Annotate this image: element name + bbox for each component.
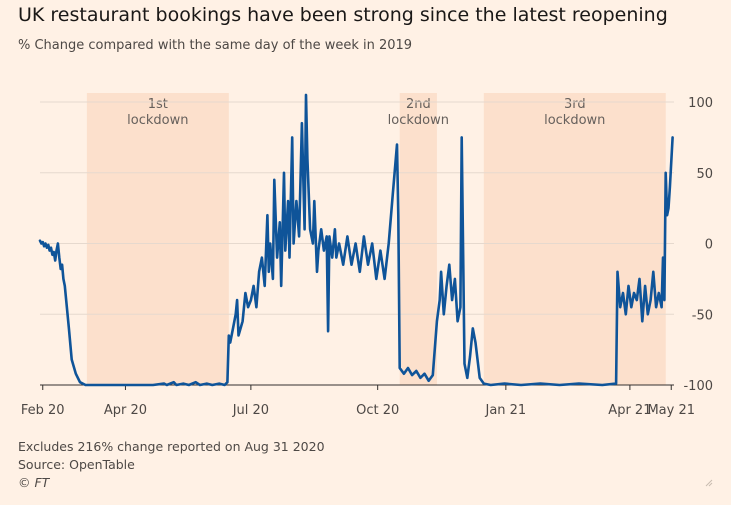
lockdown-label-2-line2: lockdown — [388, 113, 449, 128]
lockdown-label-2: 2nd — [406, 97, 431, 112]
lockdown-band-2 — [399, 93, 437, 385]
lockdown-label-1: 1st — [148, 97, 168, 112]
copyright: © FT — [18, 475, 50, 490]
x-tick-label: Feb 20 — [21, 403, 65, 418]
x-tick-label: Jul 20 — [232, 403, 269, 418]
footnote: Excludes 216% change reported on Aug 31 … — [18, 439, 325, 454]
lockdown-label-3-line2: lockdown — [544, 113, 605, 128]
lockdown-label-3: 3rd — [564, 97, 586, 112]
line-chart: 1stlockdown2ndlockdown3rdlockdown100500-… — [21, 93, 713, 418]
x-tick-label: Apr 20 — [104, 403, 147, 418]
y-tick-label: -50 — [692, 308, 713, 323]
chart-subtitle: % Change compared with the same day of t… — [18, 38, 413, 53]
chart-title: UK restaurant bookings have been strong … — [18, 4, 668, 26]
x-tick-label: Jan 21 — [484, 403, 526, 418]
x-tick-label: May 21 — [647, 403, 695, 418]
lockdown-band-3 — [483, 93, 666, 385]
chart-footer: Excludes 216% change reported on Aug 31 … — [18, 438, 325, 492]
y-tick-label: 0 — [705, 238, 713, 253]
y-tick-label: 100 — [688, 96, 713, 111]
source-note: Source: OpenTable — [18, 457, 135, 472]
resize-grip-icon[interactable] — [703, 477, 713, 487]
x-tick-label: Apr 21 — [608, 403, 651, 418]
y-tick-label: 50 — [696, 167, 713, 182]
x-tick-label: Oct 20 — [356, 403, 399, 418]
series-line-1 — [38, 93, 674, 387]
y-tick-label: -100 — [683, 379, 713, 394]
lockdown-label-1-line2: lockdown — [127, 113, 188, 128]
lockdown-band-1 — [86, 93, 229, 385]
